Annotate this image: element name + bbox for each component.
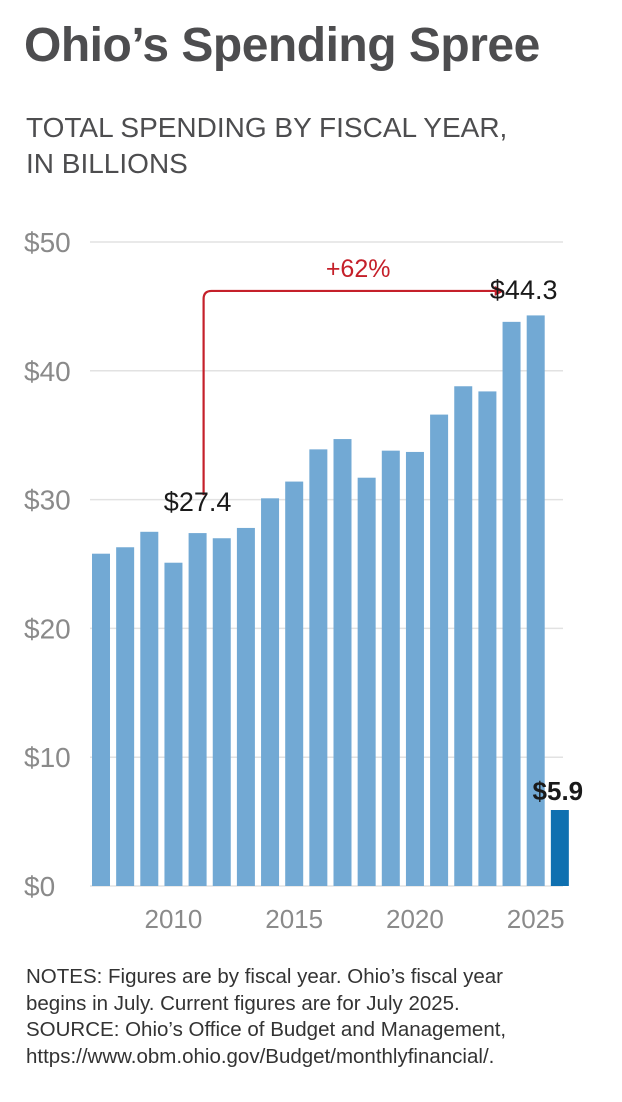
- x-tick-label: 2025: [507, 904, 565, 934]
- bar-2013: [236, 527, 255, 886]
- bar-2009: [140, 531, 159, 886]
- bar-2008: [116, 547, 135, 886]
- data-labels: $27.4 $44.3 $5.9: [164, 275, 583, 806]
- y-tick-label: $40: [24, 356, 71, 387]
- growth-percent-label: +62%: [326, 255, 391, 283]
- bar-2015: [285, 481, 304, 886]
- y-axis-ticks: $0 $10 $20 $30 $40 $50: [24, 227, 71, 902]
- y-tick-label: $0: [24, 871, 55, 902]
- bar-2007: [92, 553, 110, 886]
- growth-annotation: +62%: [202, 255, 505, 496]
- spending-bar-chart: $0$10$20$30$40$50 2010 2015 2020 2025 +62% …: [24, 227, 583, 934]
- data-label-2025: $44.3: [490, 275, 558, 305]
- bars: [92, 315, 569, 886]
- bar-2019: [381, 450, 400, 886]
- bar-2018: [357, 477, 376, 886]
- y-tick-label: $20: [24, 613, 71, 644]
- bar-2014: [261, 498, 280, 886]
- notes-line-2: begins in July. Current figures are for …: [26, 991, 460, 1015]
- bar-2012: [212, 538, 231, 886]
- bar-2011: [188, 533, 207, 886]
- bar-2023: [478, 391, 497, 886]
- notes-line-1: NOTES: Figures are by fiscal year. Ohio’…: [26, 965, 503, 988]
- source-line-1: SOURCE: Ohio’s Office of Budget and Mana…: [26, 1018, 507, 1041]
- x-tick-label: 2010: [145, 904, 203, 934]
- bar-2017: [333, 439, 352, 886]
- data-label-2011: $27.4: [164, 487, 232, 517]
- y-tick-label: $30: [24, 485, 71, 516]
- bar-2020: [405, 451, 424, 886]
- bar-2022: [454, 386, 473, 886]
- growth-arrow: [202, 285, 505, 496]
- source-line-2: https://www.obm.ohio.gov/Budget/monthlyf…: [26, 1044, 495, 1068]
- bar-2010: [164, 562, 183, 886]
- x-tick-label: 2020: [386, 904, 444, 934]
- data-label-2026: $5.9: [533, 776, 584, 806]
- chart-notes: NOTES: Figures are by fiscal year. Ohio’…: [26, 964, 611, 1070]
- x-axis-ticks: 2010 2015 2020 2025: [145, 904, 565, 934]
- bar-2025: [526, 315, 545, 886]
- bar-2024: [502, 321, 521, 886]
- y-tick-label: $10: [24, 742, 71, 773]
- x-tick-label: 2015: [265, 904, 323, 934]
- page-title: Ohio’s Spending Spree: [24, 19, 540, 72]
- bar-2021: [430, 414, 449, 886]
- subtitle-line-2: IN BILLIONS: [26, 148, 188, 179]
- subtitle-line-1: TOTAL SPENDING BY FISCAL YEAR,: [26, 112, 508, 143]
- bar-2026: [550, 810, 569, 886]
- chart-subtitle: TOTAL SPENDING BY FISCAL YEAR, IN BILLIO…: [26, 110, 507, 182]
- bar-2016: [309, 449, 328, 886]
- y-tick-label: $50: [24, 227, 71, 258]
